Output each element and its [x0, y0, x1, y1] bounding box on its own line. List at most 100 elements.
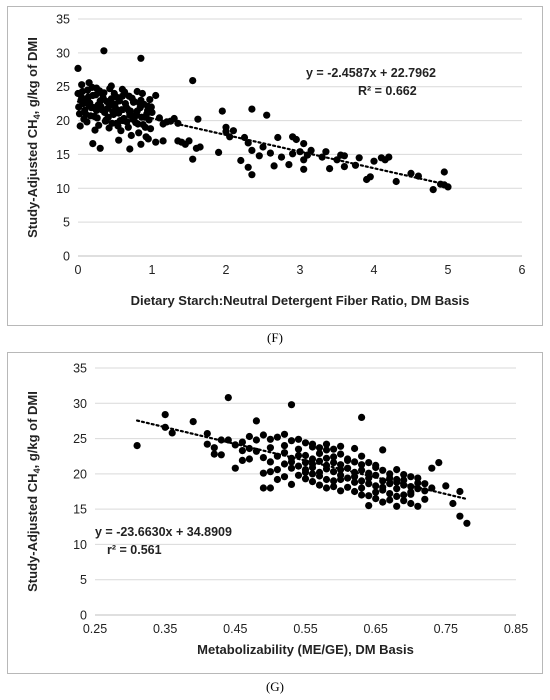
chart-g-data-point	[210, 450, 218, 458]
chart-g-data-point	[358, 413, 366, 421]
chart-f-data-point	[266, 149, 274, 157]
chart-g-data-point	[266, 435, 274, 443]
chart-f-data-point	[146, 96, 154, 104]
chart-g-data-point	[400, 476, 408, 484]
chart-f-data-point	[137, 140, 145, 148]
chart-f-data-point	[144, 135, 152, 143]
chart-f-data-point	[89, 140, 97, 148]
chart-f-data-point	[75, 110, 84, 118]
chart-f-x-tick-label: 1	[149, 263, 156, 277]
chart-f-data-point	[229, 127, 237, 135]
chart-g-data-point	[344, 456, 352, 464]
chart-f-data-point	[115, 136, 123, 144]
chart-f-data-point	[126, 145, 134, 153]
chart-g-data-point	[330, 468, 338, 476]
chart-f-data-point	[185, 137, 193, 145]
chart-g-y-axis-label: Study-Adjusted CH4, g/kg of DMI	[25, 391, 42, 592]
chart-g-r-squared-label: r² = 0.561	[107, 543, 162, 557]
chart-f-data-point	[82, 110, 90, 119]
chart-g-x-tick-label: 0.75	[434, 622, 458, 636]
chart-g-data-point	[351, 478, 359, 486]
chart-f-data-point	[152, 91, 160, 100]
chart-g-data-point	[379, 466, 387, 474]
chart-g-data-point	[386, 490, 394, 498]
chart-g-y-tick-label: 0	[80, 609, 87, 623]
chart-f-data-point	[141, 123, 149, 131]
chart-g-data-point	[407, 490, 415, 498]
chart-f-data-point	[95, 87, 104, 95]
chart-f-data-point	[196, 143, 204, 151]
chart-g-data-point	[287, 437, 296, 445]
chart-g-data-point	[266, 468, 274, 476]
chart-g-data-point	[133, 442, 141, 450]
chart-g-data-point	[294, 445, 303, 453]
chart-f-data-point	[114, 122, 122, 130]
chart-g-data-point	[203, 430, 211, 438]
chart-f-data-point	[91, 126, 99, 134]
chart-g-data-point	[379, 483, 387, 491]
chart-g-data-point	[442, 482, 450, 490]
chart-g-data-point	[238, 438, 246, 446]
chart-f-data-point	[127, 131, 135, 140]
caption-f: (F)	[267, 330, 283, 345]
chart-g-data-point	[252, 436, 260, 444]
chart-g-y-tick-label: 30	[73, 397, 87, 411]
chart-g-data-point	[351, 473, 359, 481]
chart-f-data-point	[366, 173, 374, 181]
chart-f-data-point	[326, 165, 334, 173]
chart-f-data-point	[277, 153, 286, 161]
chart-g-data-point	[372, 488, 380, 496]
chart-g-data-point	[322, 440, 331, 448]
chart-g-data-point	[315, 472, 324, 480]
chart-g-x-tick-label: 0.85	[504, 622, 528, 636]
chart-g-data-point	[358, 461, 366, 469]
chart-g-data-point	[393, 485, 401, 493]
chart-g-data-point	[322, 475, 331, 484]
chart-g-data-point	[330, 483, 338, 491]
chart-g-data-point	[322, 454, 331, 462]
chart-f-data-point	[322, 148, 330, 156]
chart-f-x-tick-label: 2	[223, 263, 230, 277]
chart-g-data-point	[393, 492, 401, 500]
chart-g-data-point	[456, 487, 464, 496]
chart-g-data-point	[337, 450, 345, 458]
chart-g-data-point	[386, 496, 394, 504]
chart-g-data-point	[273, 466, 281, 474]
chart-g-data-point	[344, 474, 352, 482]
scatter-chart-f: 0 5 10 15 20 25 30 35 0 1 2 3 4 5 6 Dietary Starch:Neut…	[25, 13, 526, 309]
chart-f-data-point	[392, 177, 400, 186]
chart-g-data-point	[358, 477, 366, 485]
chart-g-data-point	[161, 423, 169, 431]
chart-g-data-point	[330, 477, 338, 485]
chart-g-data-point	[414, 479, 422, 487]
chart-f-data-point	[300, 140, 308, 148]
chart-f-data-point	[93, 114, 101, 122]
chart-f-y-tick-label: 10	[56, 182, 70, 196]
chart-g-data-point	[252, 417, 260, 425]
chart-f-data-point	[100, 47, 108, 55]
chart-g-data-point	[294, 471, 303, 479]
chart-f-data-point	[138, 89, 146, 98]
chart-g-data-point	[393, 466, 401, 474]
chart-f-data-point	[140, 100, 148, 108]
chart-g-data-point	[259, 484, 267, 492]
chart-g-data-point	[245, 432, 253, 441]
chart-g-x-tick-label: 0.25	[83, 622, 107, 636]
chart-f-data-point	[237, 156, 245, 165]
chart-f-data-point	[74, 64, 82, 72]
chart-f-data-point	[88, 83, 96, 91]
chart-g-data-point	[301, 475, 310, 483]
chart-g-data-point	[330, 459, 338, 467]
chart-f-data-point	[248, 171, 256, 179]
chart-g-data-point	[301, 451, 310, 460]
chart-g-x-tick-label: 0.35	[153, 622, 177, 636]
chart-f-data-point	[189, 77, 197, 85]
chart-g-data-point	[449, 499, 457, 508]
chart-f-data-point	[104, 113, 112, 121]
chart-g-data-point	[280, 473, 289, 481]
chart-g-data-point	[161, 411, 169, 419]
chart-g-trendline	[136, 419, 468, 501]
chart-f-data-point	[307, 146, 315, 154]
chart-g-data-point	[428, 464, 436, 472]
chart-g-data-point	[365, 480, 373, 488]
